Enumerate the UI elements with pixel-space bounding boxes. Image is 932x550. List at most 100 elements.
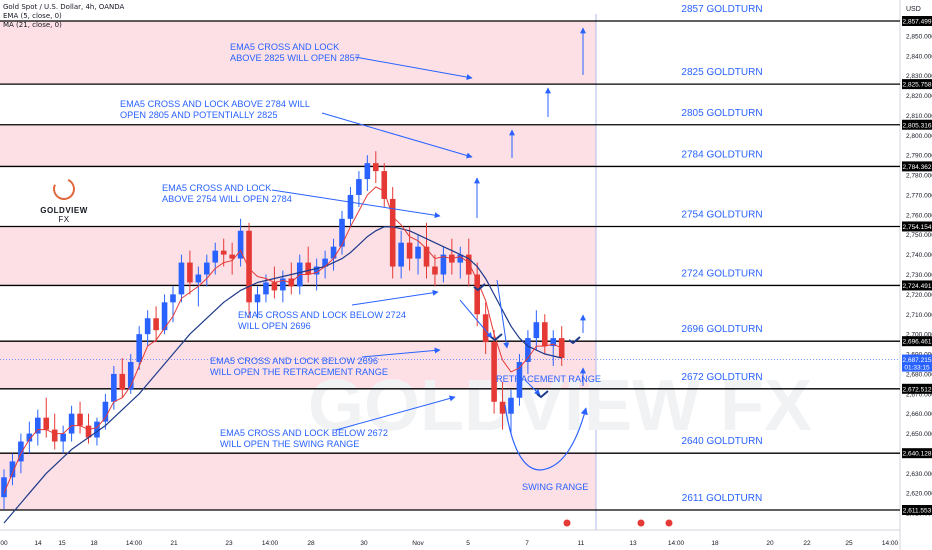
candle-body [457, 254, 464, 263]
candle-body [161, 302, 168, 331]
y-tick-label: 2,710.000 [906, 312, 932, 319]
candle-body [482, 314, 489, 343]
y-tick-label: 2,810.000 [906, 113, 932, 120]
candle-body [465, 254, 472, 275]
goldturn-label: 2640 GOLDTURN [681, 436, 762, 447]
candle-body [516, 361, 523, 398]
level-price-marker [902, 336, 932, 347]
level-price-marker-text: 2,857.499 [903, 19, 932, 26]
y-tick-label: 2,740.000 [906, 252, 932, 259]
x-tick-label: 20 [766, 540, 774, 547]
candle-body [389, 198, 396, 267]
candle-body [373, 163, 379, 172]
level-price-marker [902, 221, 932, 232]
check-mark [473, 283, 486, 292]
candle-body [398, 242, 404, 267]
x-tick-label: 18 [711, 540, 719, 547]
annotation-text: EMA5 CROSS AND LOCK BELOW 2724 [238, 310, 406, 320]
x-tick-label: 30 [360, 540, 368, 547]
goldturn-label: 2825 GOLDTURN [681, 67, 762, 78]
y-tick-label: 2,760.000 [906, 212, 932, 219]
y-tick-label: 2,730.000 [906, 272, 932, 279]
candle-body [533, 322, 540, 339]
annotation-arrow [351, 289, 439, 306]
x-tick-label: 14:00 [126, 540, 143, 547]
candle-body [415, 246, 421, 259]
symbol-title[interactable]: Gold Spot / U.S. Dollar, 4h, OANDA [3, 3, 125, 11]
annotation-text: WILL OPEN THE RETRACEMENT RANGE [210, 367, 388, 377]
y-tick-label: 2,630.000 [906, 471, 932, 478]
candle-body [406, 242, 413, 259]
candle-body [499, 401, 506, 414]
ma21-line [3, 226, 562, 524]
x-tick-label: 28 [307, 540, 315, 547]
level-price-marker [902, 16, 932, 26]
level-price-marker [902, 161, 932, 172]
x-tick-label: 14:00 [668, 540, 685, 547]
candle-body [347, 194, 354, 219]
x-tick-label: 11 [578, 540, 585, 547]
y-tick-label: 2,790.000 [906, 153, 932, 160]
candle-body [178, 262, 185, 295]
annotation-text: EMA5 CROSS AND LOCK BELOW 2672 [220, 428, 388, 438]
candle-body [263, 282, 269, 295]
x-tick-label: 00 [0, 540, 8, 547]
goldturn-label: 2672 GOLDTURN [681, 372, 762, 383]
x-tick-label: Nov [412, 540, 424, 547]
annotation-text: ABOVE 2825 WILL OPEN 2857 [230, 53, 360, 63]
level-price-marker [902, 448, 932, 459]
level-price-marker [902, 119, 932, 130]
ma-indicator-label[interactable]: MA (21, close, 0) [3, 21, 62, 29]
candle-body [35, 417, 41, 434]
candle-body [237, 230, 244, 259]
check-mark [536, 390, 549, 399]
candle-body [51, 429, 58, 442]
x-tick-label: 14:00 [882, 540, 899, 547]
annotation-arrow [271, 189, 441, 219]
level-price-marker-text: 2,784.362 [903, 164, 932, 171]
swing-curve-arrow [504, 404, 588, 471]
candle-body [26, 433, 33, 442]
current-price-text: 2,687.215 [903, 357, 932, 364]
candle-body [60, 433, 66, 442]
check-mark [568, 336, 581, 345]
level-price-marker [902, 383, 932, 394]
x-tick-label: 14 [34, 540, 42, 547]
annotation-text: EMA5 CROSS AND LOCK ABOVE 2784 WILL [120, 99, 310, 109]
candle-body [525, 338, 531, 362]
ema-indicator-label[interactable]: EMA (5, close, 0) [3, 12, 62, 20]
candle-body [1, 477, 7, 498]
y-tick-label: 2,840.000 [906, 53, 932, 60]
candle-body [330, 246, 337, 259]
y-tick-label: 2,820.000 [906, 93, 932, 100]
current-price-marker [902, 354, 932, 372]
candle-body [550, 338, 557, 347]
candle-body [187, 262, 193, 283]
candle-body [136, 334, 142, 362]
level-price-marker-text: 2,672.512 [903, 386, 932, 393]
x-tick-label: 23 [225, 540, 233, 547]
candle-body [43, 417, 50, 430]
logo-brand: GOLDVIEW [40, 206, 88, 215]
y-tick-label: 2,700.000 [906, 332, 932, 339]
candle-body [322, 258, 328, 267]
level-price-marker-text: 2,825.758 [903, 82, 932, 89]
annotation-arrow [335, 395, 456, 431]
candle-body [9, 461, 16, 478]
candle-body [440, 254, 447, 275]
x-tick-label: 22 [803, 540, 811, 547]
candle-body [212, 250, 219, 263]
y-tick-label: 2,830.000 [906, 73, 932, 80]
price-axis: USD2,610.0002,620.0002,630.0002,640.0002… [899, 0, 932, 550]
y-tick-label: 2,770.000 [906, 192, 932, 199]
candle-body [313, 266, 320, 275]
ema5-line [3, 186, 562, 494]
candle-body [18, 441, 24, 462]
annotation-text: EMA5 CROSS AND LOCK [162, 183, 272, 193]
level-price-marker-text: 2,754.154 [903, 224, 932, 231]
goldturn-label: 2857 GOLDTURN [681, 4, 762, 15]
level-price-marker-text: 2,724.491 [903, 283, 932, 290]
level-price-marker [902, 79, 932, 90]
